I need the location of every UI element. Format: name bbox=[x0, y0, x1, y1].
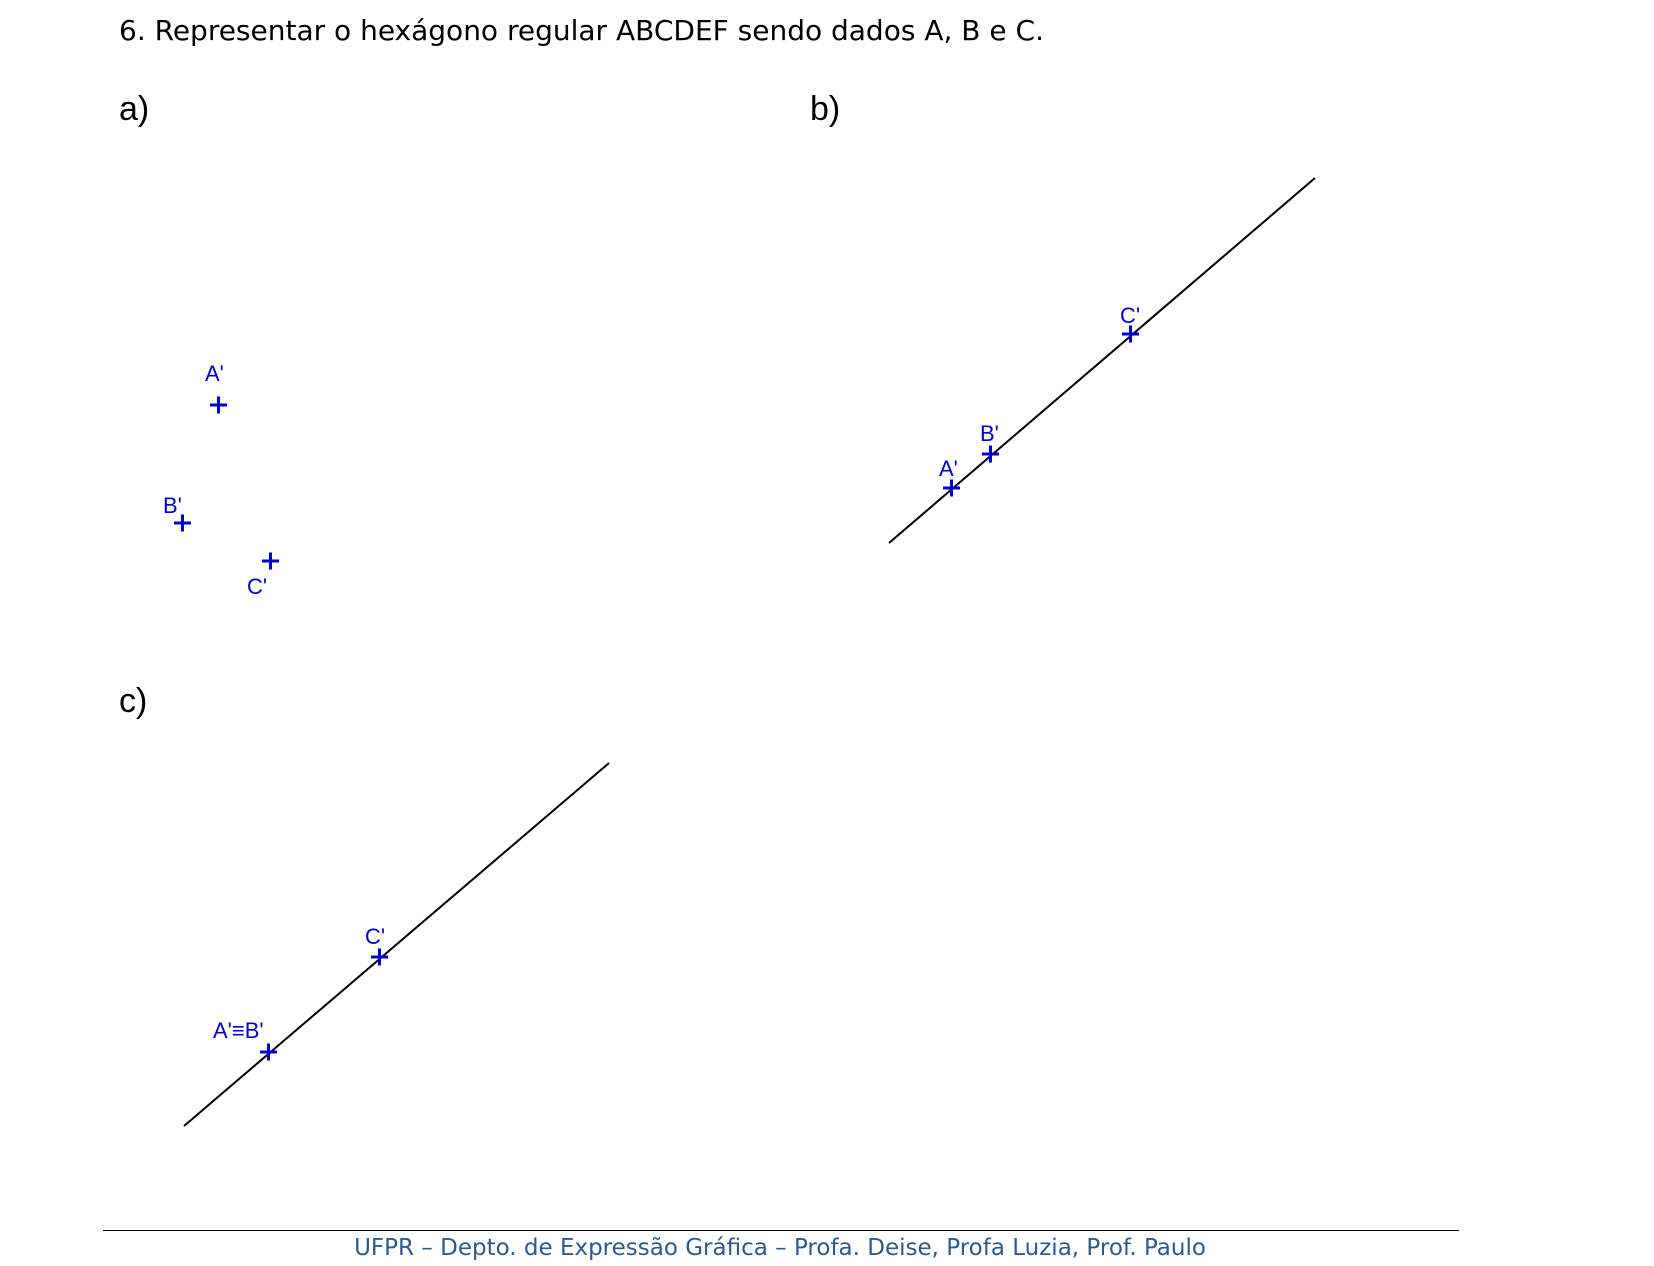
line-abc bbox=[888, 177, 1316, 544]
part-b-figure: A' B' C' bbox=[888, 177, 1316, 544]
part-c-label: c) bbox=[119, 682, 148, 720]
point-a-marker bbox=[210, 396, 227, 414]
footer-divider bbox=[103, 1230, 1459, 1231]
point-b-label: B' bbox=[163, 493, 182, 518]
point-c-marker bbox=[262, 552, 279, 570]
part-a-label: a) bbox=[119, 90, 150, 128]
point-c-label: C' bbox=[1120, 303, 1140, 328]
problem-statement: 6. Representar o hexágono regular ABCDEF… bbox=[119, 14, 1044, 47]
point-c-label: C' bbox=[365, 924, 385, 949]
point-ab-label: A'≡B' bbox=[213, 1018, 264, 1043]
part-a-figure: A' B' C' bbox=[163, 361, 279, 599]
line-abc bbox=[183, 762, 610, 1127]
point-c-marker bbox=[1122, 325, 1139, 343]
part-c-figure: A'≡B' C' bbox=[183, 762, 610, 1127]
point-b-label: B' bbox=[980, 421, 999, 446]
point-b-marker bbox=[174, 514, 191, 532]
point-c-label: C' bbox=[247, 574, 267, 599]
point-a-label: A' bbox=[939, 456, 958, 481]
point-b-marker bbox=[982, 445, 999, 463]
part-b-label: b) bbox=[810, 90, 841, 128]
point-a-label: A' bbox=[205, 361, 224, 386]
point-a-marker bbox=[943, 479, 960, 497]
footer-credits: UFPR – Depto. de Expressão Gráfica – Pro… bbox=[354, 1235, 1206, 1261]
point-c-marker bbox=[371, 948, 388, 966]
point-ab-marker bbox=[260, 1043, 277, 1061]
